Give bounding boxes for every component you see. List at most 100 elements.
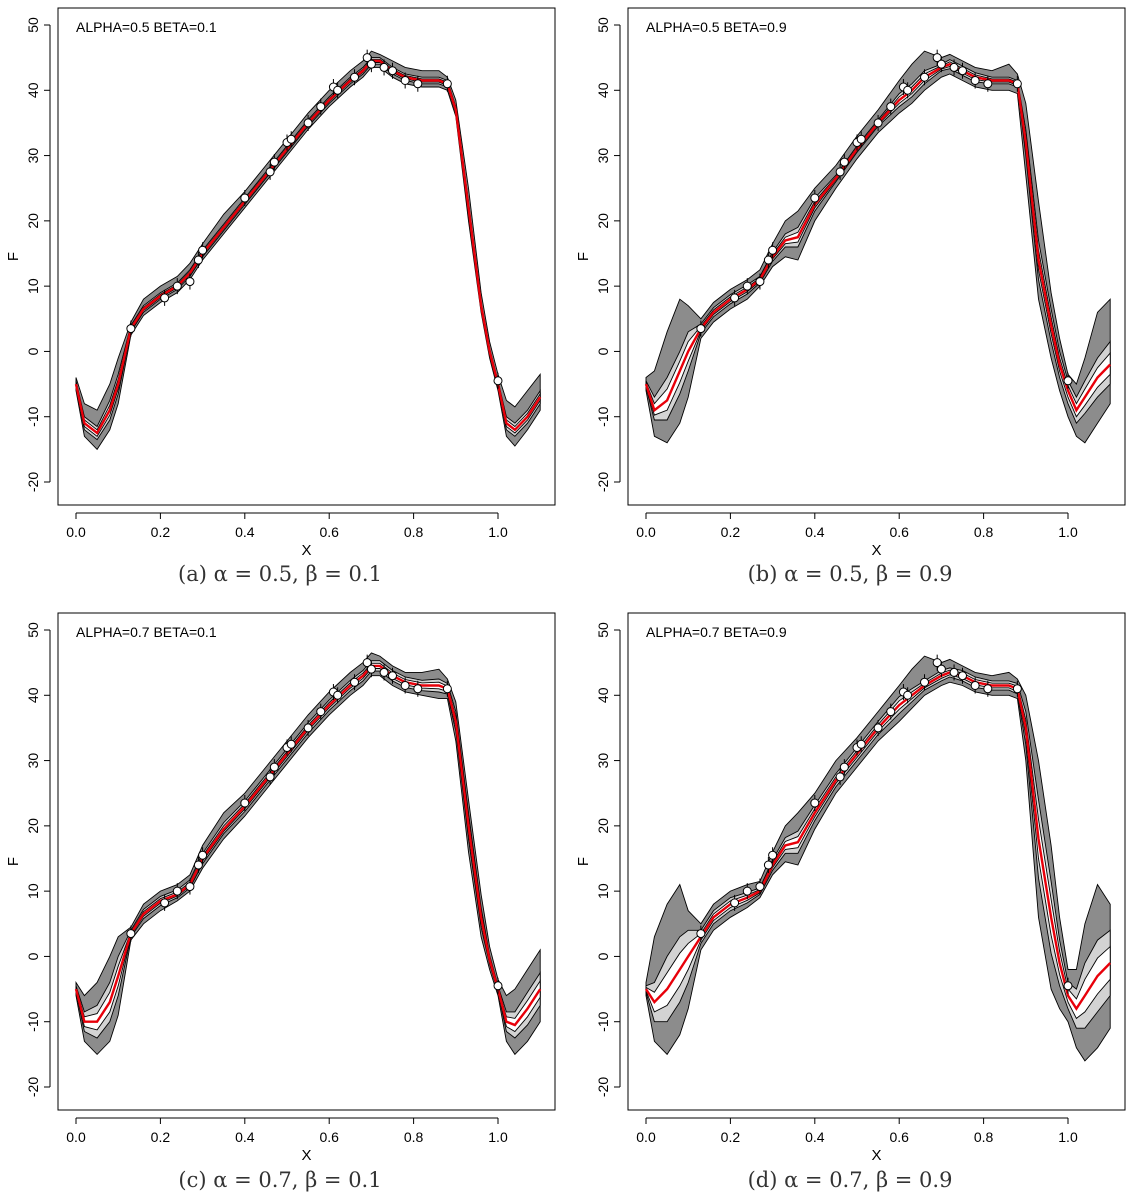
data-point	[388, 671, 397, 681]
data-point	[768, 850, 778, 860]
y-tick-label: -10	[595, 1011, 611, 1031]
y-tick-label: 50	[25, 622, 41, 638]
data-point	[493, 981, 503, 991]
data-point	[920, 72, 930, 82]
plot-frame	[627, 7, 1126, 506]
y-tick-label: 10	[25, 883, 41, 899]
data-point	[983, 684, 993, 694]
y-tick-label: 0	[25, 347, 41, 355]
data-point	[265, 772, 275, 782]
data-point	[936, 664, 946, 674]
data-point	[172, 886, 182, 896]
data-point	[755, 277, 765, 287]
x-tick-label: 0.8	[974, 1129, 994, 1145]
data-point	[333, 690, 343, 700]
y-tick-label: -20	[25, 472, 41, 492]
data-point	[185, 277, 195, 287]
data-point	[160, 293, 170, 303]
data-point	[958, 671, 967, 681]
data-point	[763, 255, 773, 265]
data-point	[286, 739, 296, 749]
data-point	[742, 886, 752, 896]
y-tick-label: 40	[25, 687, 41, 703]
y-tick-label: 20	[595, 818, 611, 834]
data-point	[886, 102, 896, 112]
panel-annotation: ALPHA=0.7 BETA=0.9	[646, 624, 787, 640]
data-point	[730, 293, 740, 303]
y-tick-label: 30	[595, 148, 611, 164]
y-axis-label: F	[5, 252, 22, 261]
y-axis-label: F	[575, 857, 592, 866]
y-tick-label: 30	[595, 753, 611, 769]
panel-d: 0.0 0.2 0.4 0.6 0.8 1.0 X -20 -10 0 10 20 30 40 50 F ALP…	[575, 612, 1126, 1164]
data-point	[949, 667, 959, 677]
x-tick-label: 1.0	[488, 524, 508, 540]
x-tick-label: 0.4	[805, 524, 825, 540]
mid-band	[75, 660, 541, 1039]
y-tick-label: 50	[595, 17, 611, 33]
data-point	[949, 62, 959, 72]
data-point	[903, 690, 913, 700]
data-point	[768, 245, 778, 255]
y-tick-label: 40	[25, 82, 41, 98]
y-tick-label: -10	[25, 406, 41, 426]
x-tick-label: 0.0	[66, 1129, 86, 1145]
data-point	[388, 66, 397, 76]
data-point	[126, 929, 136, 939]
y-axis-label: F	[575, 252, 592, 261]
caption-b: (b) α = 0.5, β = 0.9	[747, 562, 953, 586]
x-tick-label: 0.8	[974, 524, 994, 540]
x-tick-label: 0.6	[319, 1129, 339, 1145]
outer-band	[75, 50, 541, 451]
data-point	[920, 677, 930, 687]
data-point	[286, 134, 296, 144]
data-point	[755, 882, 765, 892]
data-point	[193, 860, 203, 870]
x-tick-label: 0.2	[151, 1129, 171, 1145]
data-point	[696, 324, 706, 334]
x-tick-label: 0.2	[721, 524, 741, 540]
y-axis-label: F	[5, 857, 22, 866]
x-axis-label: X	[301, 1147, 311, 1164]
y-tick-label: -20	[25, 1077, 41, 1097]
data-point	[839, 762, 849, 772]
data-point	[873, 118, 883, 128]
y-tick-label: 10	[595, 883, 611, 899]
x-tick-label: 0.0	[636, 524, 656, 540]
data-point	[400, 680, 410, 690]
data-point	[730, 898, 740, 908]
data-point	[442, 79, 452, 89]
data-point	[400, 75, 410, 85]
x-tick-label: 1.0	[1058, 1129, 1078, 1145]
y-tick-label: -20	[595, 472, 611, 492]
x-axis-label: X	[871, 1147, 881, 1164]
median-line	[74, 59, 542, 435]
y-tick-label: 20	[25, 213, 41, 229]
data-point	[269, 157, 279, 167]
data-point	[493, 376, 503, 386]
y-tick-label: 30	[25, 753, 41, 769]
data-point	[350, 72, 360, 82]
y-tick-label: -20	[595, 1077, 611, 1097]
x-tick-label: 1.0	[488, 1129, 508, 1145]
data-point	[265, 167, 275, 177]
x-axis-label: X	[871, 542, 881, 559]
y-tick-label: 10	[25, 278, 41, 294]
inner-band	[75, 662, 541, 1033]
plot-frame	[627, 612, 1126, 1111]
y-tick-label: 50	[25, 17, 41, 33]
data-point	[240, 193, 250, 203]
y-tick-label: 50	[595, 622, 611, 638]
data-point	[303, 118, 313, 128]
y-tick-label: 0	[595, 952, 611, 960]
data-point	[886, 707, 896, 717]
panel-annotation: ALPHA=0.5 BETA=0.9	[646, 19, 787, 35]
data-point	[810, 798, 820, 808]
data-point	[198, 245, 208, 255]
panel-a: 0.0 0.2 0.4 0.6 0.8 1.0 X -20 -10 0 10 20 30 40 50 F ALP…	[5, 7, 556, 559]
data-point	[316, 102, 326, 112]
data-point	[856, 739, 866, 749]
data-point	[696, 929, 706, 939]
data-point	[379, 62, 389, 72]
